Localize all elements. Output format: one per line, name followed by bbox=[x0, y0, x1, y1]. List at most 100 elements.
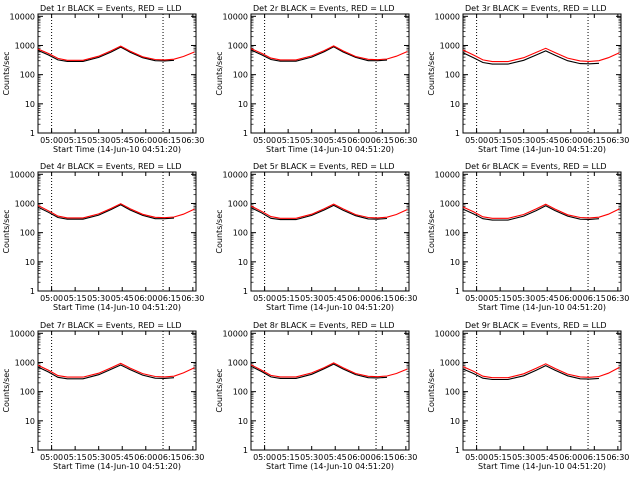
x-tick-label: 05:00 bbox=[465, 294, 488, 303]
chart-panel: Det 4r BLACK = Events, RED = LLD 1 10 100 10… bbox=[2, 162, 204, 312]
y-axis-label: Counts/sec bbox=[215, 368, 224, 412]
chart-panel: Det 8r BLACK = Events, RED = LLD 1 10 100 10… bbox=[215, 321, 417, 471]
plot-frame bbox=[37, 13, 197, 134]
series-line-events bbox=[37, 364, 175, 380]
x-tick-label: 06:30 bbox=[394, 136, 417, 145]
x-tick-label: 05:15 bbox=[277, 136, 300, 145]
series-line-events bbox=[462, 364, 600, 381]
series-line-events bbox=[462, 205, 600, 221]
plot-frame bbox=[37, 330, 197, 451]
series-line-events bbox=[37, 204, 175, 220]
series-line-lld bbox=[462, 47, 620, 63]
x-tick-label: 05:45 bbox=[111, 453, 134, 462]
y-tick-label: 1000 bbox=[228, 41, 248, 50]
x-tick-label: 06:30 bbox=[181, 453, 204, 462]
y-tick-label: 100 bbox=[445, 388, 460, 397]
series-line-lld bbox=[37, 203, 195, 219]
y-tick-label: 100 bbox=[445, 71, 460, 80]
series-line-events bbox=[250, 204, 388, 221]
y-tick-label: 1 bbox=[243, 129, 248, 138]
x-axis-label: Start Time (14-Jun-10 04:51:20) bbox=[478, 303, 606, 312]
x-tick-label: 05:15 bbox=[489, 136, 512, 145]
y-tick-label: 1000 bbox=[15, 199, 35, 208]
y-tick-label: 100 bbox=[20, 388, 35, 397]
x-tick-label: 05:45 bbox=[324, 453, 347, 462]
x-tick-label: 05:30 bbox=[512, 136, 535, 145]
y-axis-label: Counts/sec bbox=[2, 209, 11, 253]
y-tick-label: 10 bbox=[238, 417, 248, 426]
y-tick-label: 1 bbox=[455, 287, 460, 296]
x-tick-label: 06:30 bbox=[181, 136, 204, 145]
plot-frame bbox=[462, 13, 622, 134]
x-tick-label: 05:45 bbox=[111, 136, 134, 145]
x-tick-label: 06:15 bbox=[583, 453, 606, 462]
x-axis-label: Start Time (14-Jun-10 04:51:20) bbox=[53, 145, 181, 154]
x-tick-label: 05:30 bbox=[87, 453, 110, 462]
y-tick-label: 10000 bbox=[10, 12, 35, 21]
y-tick-label: 1000 bbox=[228, 199, 248, 208]
y-tick-label: 1 bbox=[243, 287, 248, 296]
x-tick-label: 06:15 bbox=[583, 136, 606, 145]
x-tick-label: 06:30 bbox=[606, 294, 629, 303]
x-axis-label: Start Time (14-Jun-10 04:51:20) bbox=[478, 462, 606, 471]
chart-title: Det 3r BLACK = Events, RED = LLD bbox=[465, 4, 607, 13]
plot-frame bbox=[462, 330, 622, 451]
x-tick-label: 05:00 bbox=[40, 453, 63, 462]
x-tick-label: 06:15 bbox=[371, 294, 394, 303]
y-tick-label: 100 bbox=[233, 229, 248, 238]
chart-panel: Det 1r BLACK = Events, RED = LLD 1 10 100 10… bbox=[2, 4, 204, 154]
x-tick-label: 06:30 bbox=[394, 294, 417, 303]
x-tick-label: 06:00 bbox=[134, 453, 157, 462]
chart-panel: Det 9r BLACK = Events, RED = LLD 1 10 100 10… bbox=[427, 321, 629, 471]
y-tick-label: 10 bbox=[25, 258, 35, 267]
x-tick-label: 05:45 bbox=[536, 136, 559, 145]
chart-panel: Det 2r BLACK = Events, RED = LLD 1 10 100 10… bbox=[215, 4, 417, 154]
y-tick-label: 10 bbox=[25, 417, 35, 426]
x-tick-label: 05:00 bbox=[465, 453, 488, 462]
y-axis-label: Counts/sec bbox=[427, 51, 436, 95]
y-tick-label: 10 bbox=[450, 258, 460, 267]
x-tick-label: 05:45 bbox=[536, 294, 559, 303]
y-tick-label: 1 bbox=[455, 129, 460, 138]
plot-frame bbox=[250, 13, 410, 134]
x-tick-label: 05:45 bbox=[324, 294, 347, 303]
y-tick-label: 1000 bbox=[15, 41, 35, 50]
x-tick-label: 06:15 bbox=[371, 136, 394, 145]
y-tick-label: 1 bbox=[30, 129, 35, 138]
x-tick-label: 06:15 bbox=[371, 453, 394, 462]
chart-title: Det 8r BLACK = Events, RED = LLD bbox=[253, 321, 395, 330]
series-line-lld bbox=[37, 45, 195, 61]
y-tick-label: 10 bbox=[238, 258, 248, 267]
x-tick-label: 06:15 bbox=[158, 136, 181, 145]
x-tick-label: 05:15 bbox=[64, 453, 87, 462]
x-tick-label: 06:00 bbox=[347, 294, 370, 303]
series-line-lld bbox=[250, 45, 408, 61]
y-tick-label: 100 bbox=[20, 71, 35, 80]
y-axis-label: Counts/sec bbox=[215, 209, 224, 253]
chart-title: Det 5r BLACK = Events, RED = LLD bbox=[253, 162, 395, 171]
y-tick-label: 10000 bbox=[223, 12, 248, 21]
y-axis-label: Counts/sec bbox=[2, 51, 11, 95]
x-tick-label: 06:30 bbox=[606, 453, 629, 462]
x-tick-label: 06:00 bbox=[347, 453, 370, 462]
plot-frame bbox=[37, 171, 197, 292]
y-tick-label: 100 bbox=[20, 229, 35, 238]
chart-title: Det 4r BLACK = Events, RED = LLD bbox=[40, 162, 182, 171]
x-tick-label: 05:15 bbox=[64, 294, 87, 303]
x-tick-label: 05:15 bbox=[277, 453, 300, 462]
chart-title: Det 7r BLACK = Events, RED = LLD bbox=[40, 321, 182, 330]
x-tick-label: 05:00 bbox=[40, 136, 63, 145]
y-tick-label: 10 bbox=[450, 100, 460, 109]
chart-title: Det 1r BLACK = Events, RED = LLD bbox=[40, 4, 182, 13]
chart-panel: Det 3r BLACK = Events, RED = LLD 1 10 100 10… bbox=[427, 4, 629, 154]
x-tick-label: 05:15 bbox=[277, 294, 300, 303]
x-tick-label: 06:15 bbox=[583, 294, 606, 303]
x-tick-label: 05:30 bbox=[512, 294, 535, 303]
y-axis-label: Counts/sec bbox=[2, 368, 11, 412]
x-tick-label: 05:30 bbox=[87, 136, 110, 145]
series-line-lld bbox=[462, 203, 620, 219]
chart-title: Det 2r BLACK = Events, RED = LLD bbox=[253, 4, 395, 13]
x-tick-label: 06:30 bbox=[606, 136, 629, 145]
series-line-lld bbox=[37, 362, 195, 378]
